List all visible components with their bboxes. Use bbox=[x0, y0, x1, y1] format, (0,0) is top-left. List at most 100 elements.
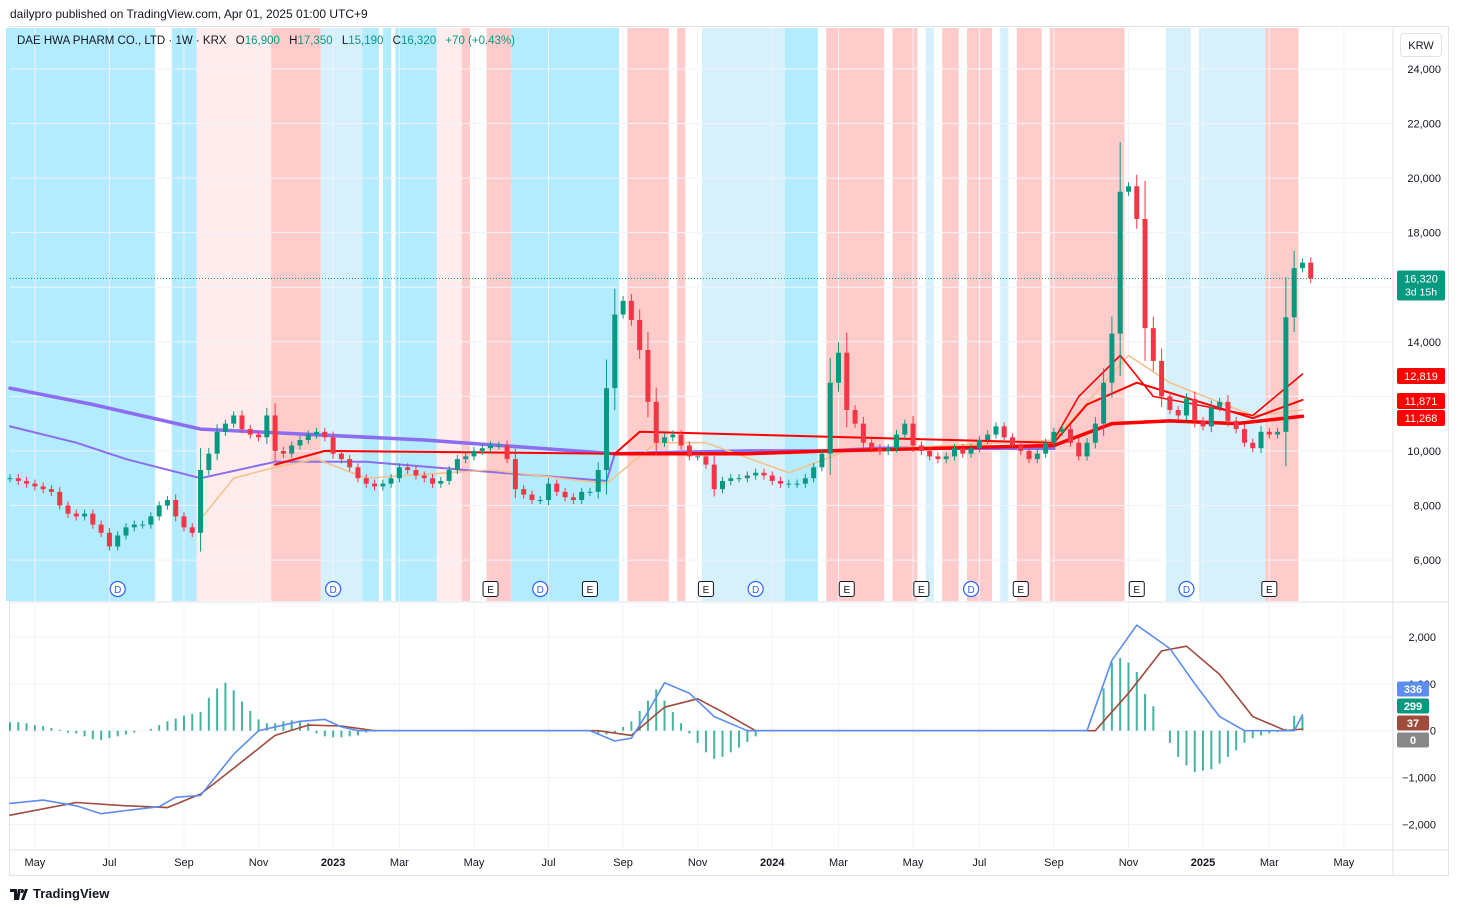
candle-body bbox=[1101, 382, 1107, 424]
histogram-bar bbox=[1251, 730, 1254, 739]
histogram-bar bbox=[249, 710, 252, 731]
candle-body bbox=[877, 448, 883, 451]
histogram-bar bbox=[688, 730, 691, 734]
candle-body bbox=[446, 470, 452, 481]
oscillator-value-tag bbox=[1397, 681, 1429, 697]
histogram-bar bbox=[1268, 730, 1271, 734]
candle-body bbox=[1159, 360, 1165, 397]
macd-line bbox=[9, 624, 1304, 815]
histogram-bar bbox=[42, 726, 45, 731]
candle-body bbox=[156, 505, 162, 517]
histogram-bar bbox=[290, 720, 293, 731]
histogram-bar bbox=[240, 701, 243, 731]
oscillator-panel bbox=[9, 624, 1304, 816]
time-tick-label: Mar bbox=[390, 857, 409, 869]
indicator-value-label: 12,819 bbox=[1404, 371, 1438, 383]
price-tick-label: 14,000 bbox=[1407, 337, 1441, 349]
histogram-bar bbox=[1226, 730, 1229, 757]
currency-button[interactable]: KRW bbox=[1400, 33, 1442, 57]
signal-zone bbox=[784, 28, 818, 601]
candle-body bbox=[438, 480, 444, 484]
price-tick-label: 10,000 bbox=[1407, 446, 1441, 458]
candle-body bbox=[670, 434, 676, 438]
candle-body bbox=[537, 500, 543, 502]
candle-body bbox=[297, 440, 303, 446]
candle-body bbox=[189, 527, 195, 533]
candle-body bbox=[612, 314, 618, 389]
candle-body bbox=[860, 423, 866, 443]
tradingview-label: TradingView bbox=[33, 886, 110, 901]
candle-body bbox=[686, 445, 692, 457]
signal-zone bbox=[382, 28, 392, 601]
histogram-bar bbox=[158, 725, 161, 731]
candle-body bbox=[140, 524, 146, 526]
earnings-marker bbox=[1128, 581, 1145, 597]
histogram-bar bbox=[1193, 730, 1196, 772]
histogram-bar bbox=[1177, 730, 1180, 757]
candle-body bbox=[496, 445, 502, 447]
candle-body bbox=[1009, 437, 1015, 446]
candle-body bbox=[720, 480, 726, 490]
candle-body bbox=[173, 500, 179, 517]
histogram-bar bbox=[348, 730, 351, 737]
histogram-bar bbox=[696, 730, 699, 743]
candle-body bbox=[819, 453, 825, 468]
candle-body bbox=[935, 456, 941, 460]
candle-body bbox=[620, 300, 626, 315]
candle-body bbox=[264, 415, 270, 438]
candle-body bbox=[363, 478, 369, 484]
histogram-bar bbox=[224, 682, 227, 731]
oscillator-value-label: 37 bbox=[1407, 718, 1419, 730]
candle-body bbox=[98, 524, 104, 533]
candle-body bbox=[844, 352, 850, 410]
histogram-bar bbox=[1144, 694, 1147, 731]
indicator-value-tag bbox=[1397, 410, 1445, 426]
dividend-marker-label: D bbox=[537, 585, 544, 596]
candle-body bbox=[115, 535, 121, 547]
candle-body bbox=[1275, 431, 1281, 435]
time-tick-label: Jul bbox=[972, 857, 986, 869]
histogram-bar bbox=[1293, 715, 1296, 731]
earnings-marker-label: E bbox=[703, 585, 710, 596]
earnings-marker bbox=[482, 581, 499, 597]
signal-zone bbox=[486, 28, 512, 601]
candle-body bbox=[703, 456, 709, 465]
earnings-marker-label: E bbox=[587, 585, 594, 596]
time-tick-label: 2025 bbox=[1191, 857, 1215, 869]
earnings-marker-label: E bbox=[1133, 585, 1140, 596]
histogram-bar bbox=[257, 719, 260, 731]
change-value: +70 (+0.43%) bbox=[445, 35, 516, 47]
histogram-bar bbox=[33, 725, 36, 731]
oscillator-value-label: 0 bbox=[1410, 735, 1416, 747]
histogram-bar bbox=[58, 729, 61, 731]
histogram-bar bbox=[66, 730, 69, 733]
histogram-bar bbox=[191, 713, 194, 731]
candlesticks bbox=[7, 142, 1314, 552]
candle-body bbox=[405, 467, 411, 471]
time-tick-label: 2024 bbox=[760, 857, 785, 869]
candle-body bbox=[678, 434, 684, 446]
oscillator-value-label: 336 bbox=[1404, 684, 1422, 696]
tradingview-brand[interactable]: TradingView bbox=[10, 886, 109, 901]
histogram-bar bbox=[729, 730, 732, 753]
histogram-bar bbox=[1135, 672, 1138, 731]
earnings-marker-label: E bbox=[1017, 585, 1024, 596]
candle-body bbox=[1001, 426, 1007, 438]
candle-body bbox=[372, 483, 378, 487]
candle-body bbox=[794, 483, 800, 485]
candle-body bbox=[1241, 429, 1247, 443]
histogram-bar bbox=[1110, 662, 1113, 731]
histogram-bar bbox=[754, 730, 757, 737]
oscillator-value-tag bbox=[1397, 715, 1429, 731]
candle-body bbox=[504, 445, 510, 460]
candle-body bbox=[430, 478, 436, 484]
candle-body bbox=[1117, 191, 1123, 334]
oscillator-tick-label: 2,000 bbox=[1408, 632, 1436, 644]
axes: 6,0008,00010,00012,00014,00016,00018,000… bbox=[24, 64, 1445, 869]
histogram-bar bbox=[340, 730, 343, 738]
dividend-marker bbox=[325, 580, 342, 598]
oscillator-value-tag bbox=[1397, 698, 1429, 714]
candle-body bbox=[960, 448, 966, 454]
